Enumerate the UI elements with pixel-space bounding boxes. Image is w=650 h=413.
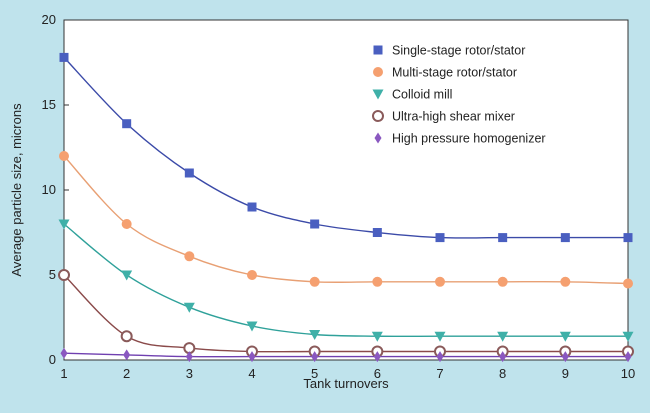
data-point-series-2 (59, 151, 69, 161)
legend-label-4: Ultra-high shear mixer (392, 110, 515, 124)
data-point-series-2 (623, 278, 633, 289)
data-point-series-2 (560, 276, 571, 287)
data-point-series-1 (310, 219, 320, 229)
data-point-series-5 (248, 351, 256, 363)
data-point-series-5 (311, 351, 319, 363)
data-point-series-4 (58, 269, 70, 281)
legend-marker-2 (373, 67, 383, 77)
series-line-3 (63, 223, 628, 338)
series-line-5 (63, 352, 628, 358)
data-point-series-3 (183, 302, 195, 313)
data-point-series-3 (371, 331, 383, 342)
markers-layer (58, 52, 634, 363)
data-point-series-3 (121, 270, 133, 281)
lines-layer (63, 56, 629, 358)
x-tick-label: 4 (248, 366, 255, 381)
data-point-series-5 (624, 351, 632, 363)
data-point-series-4 (120, 330, 133, 343)
y-tick-label: 15 (42, 97, 56, 112)
series-line-2 (63, 155, 629, 285)
data-point-series-5 (436, 351, 444, 363)
y-tick-label: 0 (49, 352, 56, 367)
data-point-series-3 (434, 331, 446, 342)
x-tick-label: 1 (60, 366, 67, 381)
data-point-series-3 (58, 219, 70, 230)
legend-label-1: Single-stage rotor/stator (392, 44, 525, 58)
data-point-series-2 (309, 276, 320, 287)
data-point-series-3 (246, 321, 258, 332)
data-point-series-2 (247, 270, 257, 280)
data-point-series-1 (623, 233, 633, 243)
data-point-series-3 (309, 330, 321, 340)
data-point-series-3 (559, 331, 571, 342)
x-tick-label: 10 (621, 366, 635, 381)
legend-marker-4 (372, 110, 384, 122)
data-point-series-1 (59, 52, 69, 62)
data-point-series-5 (123, 349, 131, 361)
x-axis-title: Tank turnovers (303, 376, 389, 391)
series-line-4 (63, 274, 628, 353)
x-tick-label: 9 (562, 366, 569, 381)
x-tick-label: 7 (436, 366, 443, 381)
data-point-series-1 (435, 233, 445, 243)
data-point-series-1 (184, 168, 194, 178)
legend-label-3: Colloid mill (392, 88, 452, 102)
data-point-series-2 (435, 276, 445, 287)
legend-label-5: High pressure homogenizer (392, 132, 546, 146)
series-line-1 (63, 56, 628, 239)
x-tick-label: 2 (123, 366, 130, 381)
x-tick-label: 3 (186, 366, 193, 381)
data-point-series-2 (372, 276, 383, 287)
x-tick-label: 5 (311, 366, 318, 381)
legend-marker-3 (372, 89, 384, 100)
data-point-series-2 (184, 251, 195, 262)
data-point-series-5 (373, 351, 381, 363)
y-tick-label: 10 (42, 182, 56, 197)
data-point-series-5 (499, 351, 507, 363)
data-point-series-5 (185, 351, 193, 363)
data-point-series-5 (561, 351, 569, 363)
data-point-series-2 (121, 219, 132, 229)
data-point-series-3 (497, 331, 509, 342)
data-point-series-1 (247, 202, 257, 212)
plot-area (63, 19, 629, 361)
y-tick-label: 20 (42, 12, 56, 27)
legend-label-2: Multi-stage rotor/stator (392, 66, 517, 80)
legend-marker-1 (373, 45, 383, 55)
data-point-series-1 (498, 233, 508, 243)
x-tick-label: 8 (499, 366, 506, 381)
y-tick-label: 5 (49, 267, 56, 282)
y-axis-title: Average particle size, microns (9, 103, 24, 277)
data-point-series-2 (497, 276, 508, 287)
data-point-series-1 (560, 233, 570, 243)
legend: Single-stage rotor/stator Multi-stage rot… (372, 44, 546, 146)
legend-marker-5 (374, 132, 382, 144)
x-tick-label: 6 (374, 366, 381, 381)
data-point-series-1 (122, 119, 132, 129)
data-point-series-3 (622, 331, 634, 342)
data-point-series-1 (372, 228, 382, 237)
data-point-series-5 (60, 347, 68, 359)
